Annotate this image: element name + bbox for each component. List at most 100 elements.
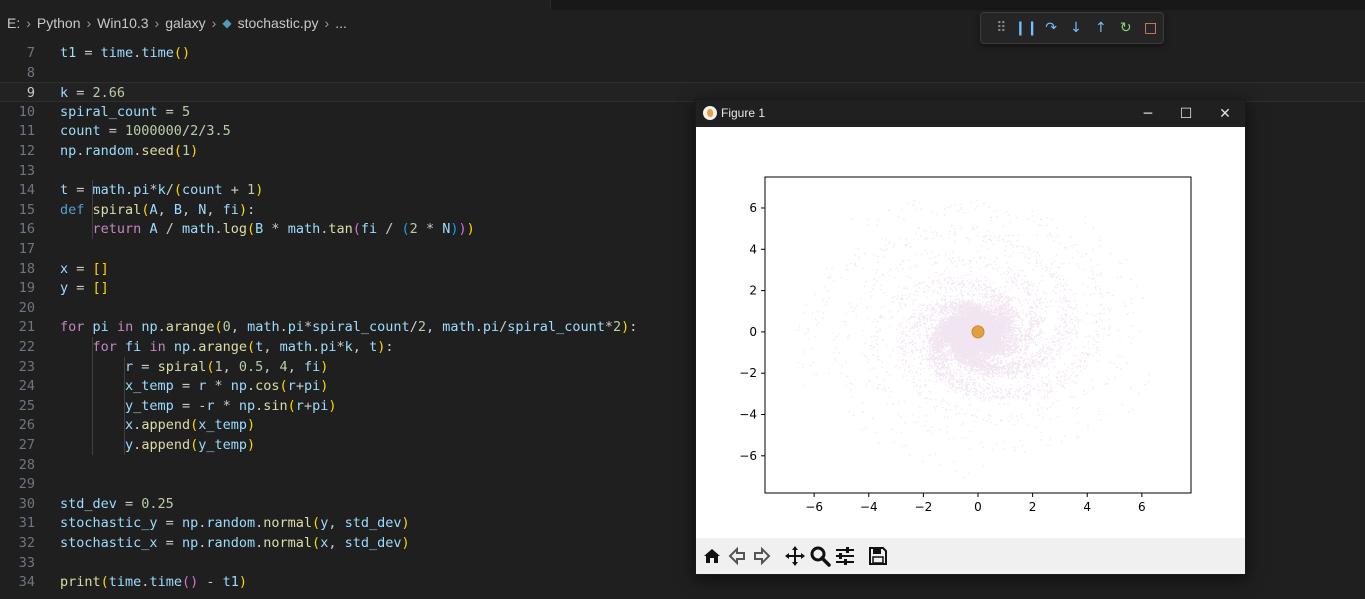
- code-line[interactable]: 27 y.append(y_temp): [0, 435, 1365, 455]
- code-line[interactable]: 18 x = []: [0, 259, 1365, 279]
- line-number[interactable]: 13: [18, 162, 35, 179]
- code-line[interactable]: 24 x_temp = r * np.cos(r+pi): [0, 376, 1365, 396]
- code-line[interactable]: 22 for fi in np.arange(t, math.pi*k, t):: [0, 337, 1365, 357]
- breadcrumb-drive[interactable]: E:: [7, 15, 21, 31]
- line-number[interactable]: 22: [18, 339, 35, 355]
- line-number[interactable]: 14: [18, 182, 35, 199]
- code-editor[interactable]: 7 t1 = time.time() 8 9 k = 2.66 10 spiral_coun…: [0, 36, 1365, 599]
- line-number[interactable]: 33: [18, 554, 35, 571]
- line-number[interactable]: 12: [18, 143, 35, 159]
- restart-icon[interactable]: ↻: [1119, 20, 1132, 36]
- line-number[interactable]: 30: [18, 495, 35, 512]
- code-line[interactable]: 29: [0, 474, 1365, 494]
- maximize-icon[interactable]: ☐: [1179, 105, 1193, 122]
- python-file-icon: ◆: [222, 16, 232, 30]
- line-number[interactable]: 25: [18, 397, 35, 414]
- x-tick-label: −6: [805, 500, 823, 514]
- code-line[interactable]: 30 std_dev = 0.25: [0, 494, 1365, 514]
- code-line[interactable]: 25 y_temp = -r * np.sin(r+pi): [0, 396, 1365, 416]
- line-code: x_temp = r * np.cos(r+pi): [125, 378, 329, 395]
- line-code: y = []: [60, 280, 109, 297]
- forward-icon[interactable]: [750, 543, 773, 569]
- code-line[interactable]: 11 count = 1000000/2/3.5: [0, 121, 1365, 141]
- close-icon[interactable]: ✕: [1219, 105, 1231, 122]
- line-number[interactable]: 15: [18, 201, 35, 218]
- line-number[interactable]: 9: [26, 85, 35, 102]
- code-line[interactable]: 31 stochastic_y = np.random.normal(y, std…: [0, 513, 1365, 533]
- configure-subplots-icon[interactable]: [833, 543, 856, 569]
- line-number[interactable]: 11: [18, 123, 35, 140]
- minimize-icon[interactable]: ─: [1143, 105, 1153, 122]
- line-number[interactable]: 19: [18, 280, 35, 297]
- line-number[interactable]: 27: [18, 437, 35, 453]
- line-number[interactable]: 8: [26, 64, 35, 81]
- line-code: stochastic_y = np.random.normal(y, std_d…: [60, 515, 410, 532]
- zoom-icon[interactable]: [808, 543, 831, 569]
- code-line[interactable]: 34 print(time.time() - t1): [0, 572, 1365, 592]
- breadcrumb-item[interactable]: Win10.3: [97, 15, 149, 31]
- step-out-icon[interactable]: ↑: [1095, 20, 1107, 36]
- center-marker: [971, 325, 985, 339]
- line-number[interactable]: 18: [18, 260, 35, 277]
- pan-icon[interactable]: [783, 543, 806, 569]
- code-line[interactable]: 19 y = []: [0, 278, 1365, 298]
- x-tick-label: 0: [974, 500, 982, 514]
- code-line[interactable]: 14 t = math.pi*k/(count + 1): [0, 180, 1365, 200]
- code-line[interactable]: 15 def spiral(A, B, N, fi):: [0, 200, 1365, 220]
- line-number[interactable]: 20: [18, 299, 35, 316]
- indent-guide: [92, 337, 93, 455]
- step-over-icon[interactable]: ↷: [1045, 20, 1058, 36]
- line-number[interactable]: 28: [18, 456, 35, 473]
- figure-titlebar[interactable]: Figure 1 ─ ☐ ✕: [696, 100, 1245, 127]
- plot-area[interactable]: −6 −4 −2 0 2 4 6 6 4 2 0 −2 −4 −6: [696, 127, 1245, 538]
- line-number[interactable]: 31: [18, 515, 35, 532]
- line-number[interactable]: 17: [18, 241, 35, 257]
- line-number[interactable]: 7: [26, 45, 35, 61]
- editor-tab[interactable]: [270, 0, 411, 10]
- code-line[interactable]: 21 for pi in np.arange(0, math.pi*spiral_…: [0, 317, 1365, 337]
- line-number[interactable]: 26: [18, 417, 35, 434]
- line-code: x.append(x_temp): [125, 417, 256, 434]
- code-line[interactable]: 26 x.append(x_temp): [0, 415, 1365, 435]
- breadcrumb-symbol[interactable]: ...: [335, 15, 347, 31]
- line-number[interactable]: 32: [18, 535, 35, 551]
- editor-tab[interactable]: [0, 0, 141, 10]
- galaxy-scatter-chart[interactable]: −6 −4 −2 0 2 4 6 6 4 2 0 −2 −4 −6: [696, 127, 1245, 538]
- breadcrumb-item[interactable]: Python: [36, 15, 81, 31]
- line-number[interactable]: 34: [18, 574, 35, 591]
- stop-icon[interactable]: □: [1143, 20, 1158, 36]
- line-number[interactable]: 21: [18, 319, 35, 336]
- line-number[interactable]: 24: [18, 378, 35, 395]
- line-number[interactable]: 16: [18, 221, 35, 238]
- save-icon[interactable]: [866, 543, 889, 569]
- code-line[interactable]: 33: [0, 553, 1365, 573]
- code-line[interactable]: 13: [0, 161, 1365, 181]
- line-code: x = []: [60, 260, 109, 277]
- editor-tab-active[interactable]: [410, 0, 551, 10]
- code-line[interactable]: 8: [0, 63, 1365, 83]
- line-number[interactable]: 23: [18, 358, 35, 375]
- line-number[interactable]: 10: [18, 103, 35, 120]
- debug-toolbar: ⠿ ❙❙ ↷ ↓ ↑ ↻ □: [980, 12, 1164, 44]
- code-line[interactable]: 32 stochastic_x = np.random.normal(x, std…: [0, 533, 1365, 553]
- code-line[interactable]: 7 t1 = time.time(): [0, 43, 1365, 63]
- code-line[interactable]: 10 spiral_count = 5: [0, 102, 1365, 122]
- step-into-icon[interactable]: ↓: [1070, 20, 1082, 36]
- breadcrumb-item[interactable]: galaxy: [165, 15, 206, 31]
- chevron-right-icon: ›: [324, 15, 330, 31]
- pause-icon[interactable]: ❙❙: [1014, 20, 1039, 36]
- code-line[interactable]: 16 return A / math.log(B * math.tan(fi /…: [0, 219, 1365, 239]
- back-icon[interactable]: [725, 543, 748, 569]
- breadcrumb-file[interactable]: stochastic.py: [237, 15, 319, 31]
- code-line[interactable]: 28: [0, 455, 1365, 475]
- code-line[interactable]: 20: [0, 298, 1365, 318]
- code-line[interactable]: 12 np.random.seed(1): [0, 141, 1365, 161]
- editor-tab[interactable]: [140, 0, 271, 10]
- scatter-points: [797, 199, 1150, 479]
- line-number[interactable]: 29: [18, 476, 35, 493]
- code-line[interactable]: 9 k = 2.66: [0, 82, 1365, 103]
- code-line[interactable]: 23 r = spiral(1, 0.5, 4, fi): [0, 357, 1365, 377]
- line-code: t1 = time.time(): [60, 45, 191, 61]
- code-line[interactable]: 17: [0, 239, 1365, 259]
- home-icon[interactable]: [700, 543, 723, 569]
